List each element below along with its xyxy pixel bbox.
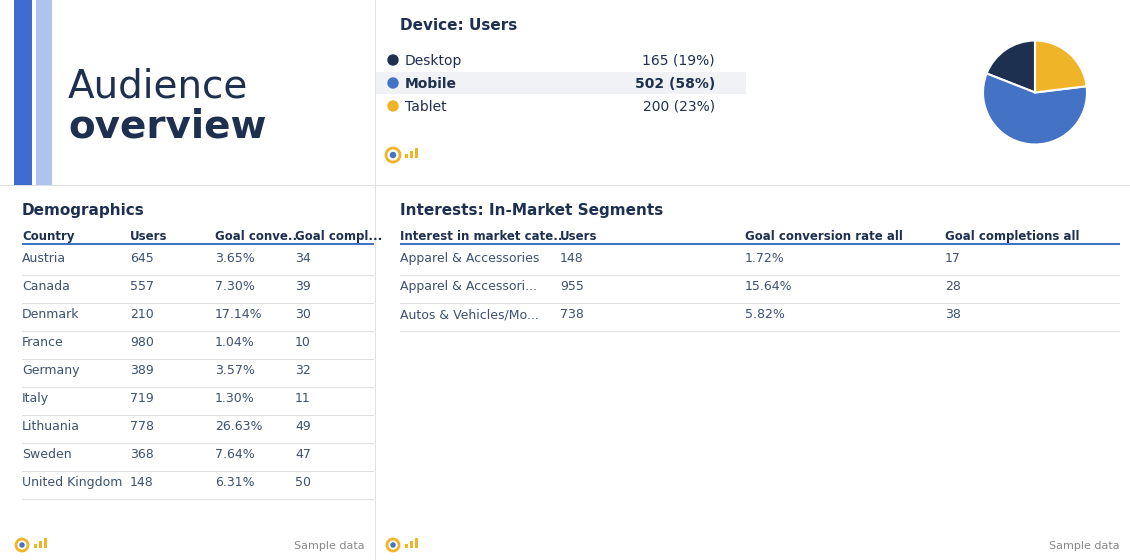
Text: Audience: Audience [68,68,249,106]
Text: 738: 738 [560,308,584,321]
Text: Austria: Austria [21,252,67,265]
FancyBboxPatch shape [415,148,418,158]
Text: 148: 148 [130,476,154,489]
FancyBboxPatch shape [405,544,408,548]
Text: 3.57%: 3.57% [215,364,255,377]
Text: 34: 34 [295,252,311,265]
Wedge shape [983,73,1087,144]
Text: 165 (19%): 165 (19%) [642,54,715,68]
Text: Autos & Vehicles/Mo...: Autos & Vehicles/Mo... [400,308,539,321]
Text: 3.65%: 3.65% [215,252,254,265]
Text: 5.82%: 5.82% [745,308,785,321]
Text: 50: 50 [295,476,311,489]
Circle shape [388,78,398,88]
Text: 368: 368 [130,448,154,461]
Text: 6.31%: 6.31% [215,476,254,489]
Text: 719: 719 [130,392,154,405]
FancyBboxPatch shape [410,151,412,158]
Text: 32: 32 [295,364,311,377]
Text: Users: Users [130,230,167,243]
Text: Tablet: Tablet [405,100,446,114]
Text: Interests: In-Market Segments: Interests: In-Market Segments [400,203,663,218]
Text: 28: 28 [945,280,960,293]
Text: 17.14%: 17.14% [215,308,262,321]
Text: Goal conve...: Goal conve... [215,230,302,243]
FancyBboxPatch shape [21,243,374,245]
FancyBboxPatch shape [34,544,37,548]
Text: 30: 30 [295,308,311,321]
Text: 389: 389 [130,364,154,377]
Text: Country: Country [21,230,75,243]
Text: Sample data: Sample data [1050,541,1120,551]
Text: Users: Users [560,230,598,243]
Text: Demographics: Demographics [21,203,145,218]
Circle shape [20,543,24,547]
Text: Sample data: Sample data [295,541,365,551]
Text: 980: 980 [130,336,154,349]
Text: 557: 557 [130,280,154,293]
Text: 1.72%: 1.72% [745,252,784,265]
FancyBboxPatch shape [400,243,1120,245]
Text: Goal conversion rate all: Goal conversion rate all [745,230,903,243]
Text: Germany: Germany [21,364,79,377]
Circle shape [391,152,395,157]
FancyBboxPatch shape [0,185,1130,186]
Circle shape [388,55,398,65]
Text: Denmark: Denmark [21,308,79,321]
Text: Device: Users: Device: Users [400,18,518,33]
Text: Goal compl...: Goal compl... [295,230,382,243]
Text: Italy: Italy [21,392,49,405]
FancyBboxPatch shape [405,154,408,158]
Text: 38: 38 [945,308,960,321]
Wedge shape [1035,40,1087,92]
Text: Desktop: Desktop [405,54,462,68]
Text: 645: 645 [130,252,154,265]
Text: 7.64%: 7.64% [215,448,254,461]
Text: Apparel & Accessori...: Apparel & Accessori... [400,280,537,293]
Text: 7.30%: 7.30% [215,280,255,293]
Text: Mobile: Mobile [405,77,457,91]
Text: France: France [21,336,63,349]
Text: 200 (23%): 200 (23%) [643,100,715,114]
Text: 502 (58%): 502 (58%) [635,77,715,91]
FancyBboxPatch shape [40,541,42,548]
Text: 1.30%: 1.30% [215,392,254,405]
Text: United Kingdom: United Kingdom [21,476,122,489]
Text: 778: 778 [130,420,154,433]
Text: 955: 955 [560,280,584,293]
Text: 47: 47 [295,448,311,461]
Circle shape [391,543,395,547]
FancyBboxPatch shape [36,0,52,185]
Text: Canada: Canada [21,280,70,293]
FancyBboxPatch shape [14,0,32,185]
Text: Lithuania: Lithuania [21,420,80,433]
Text: 49: 49 [295,420,311,433]
Text: 1.04%: 1.04% [215,336,254,349]
Text: 17: 17 [945,252,960,265]
FancyBboxPatch shape [410,541,412,548]
Text: 15.64%: 15.64% [745,280,792,293]
Text: 11: 11 [295,392,311,405]
Text: Sweden: Sweden [21,448,71,461]
Text: Goal completions all: Goal completions all [945,230,1079,243]
Text: 210: 210 [130,308,154,321]
Circle shape [388,101,398,111]
Text: 148: 148 [560,252,584,265]
Wedge shape [986,40,1035,92]
Text: 26.63%: 26.63% [215,420,262,433]
Text: Apparel & Accessories: Apparel & Accessories [400,252,539,265]
Text: Interest in market cate...: Interest in market cate... [400,230,567,243]
FancyBboxPatch shape [44,538,47,548]
FancyBboxPatch shape [415,538,418,548]
Text: 39: 39 [295,280,311,293]
Text: overview: overview [68,108,267,146]
Text: 10: 10 [295,336,311,349]
FancyBboxPatch shape [376,72,746,94]
